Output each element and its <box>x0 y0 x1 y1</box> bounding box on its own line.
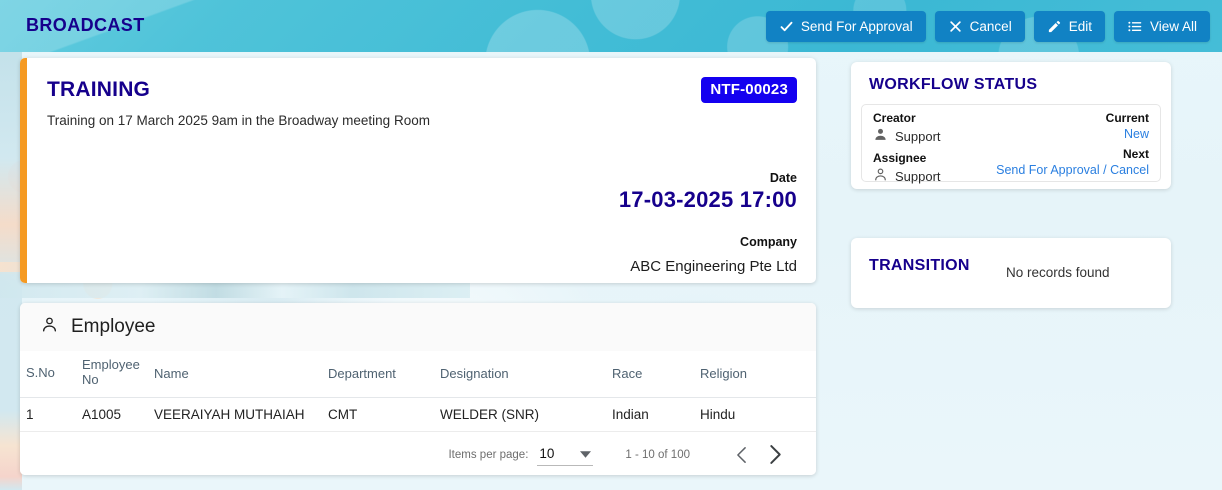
workflow-status-card: WORKFLOW STATUS Creator Support Assignee… <box>851 62 1171 189</box>
header-action-buttons: Send For Approval Cancel Edit View All <box>765 11 1210 42</box>
creator-value: Support <box>895 128 941 144</box>
current-label: Current <box>1105 111 1149 125</box>
close-icon <box>948 19 963 34</box>
transition-empty-text: No records found <box>1006 265 1110 280</box>
edit-button[interactable]: Edit <box>1033 11 1105 42</box>
cell-designation: WELDER (SNR) <box>434 397 606 432</box>
table-paginator: Items per page: 10 1 - 10 of 100 <box>20 431 816 475</box>
check-icon <box>779 19 794 34</box>
user-outline-icon <box>873 167 888 185</box>
record-description: Training on 17 March 2025 9am in the Bro… <box>47 113 430 128</box>
cell-employee-no: A1005 <box>76 397 148 432</box>
items-per-page-value: 10 <box>539 446 555 461</box>
cell-religion: Hindu <box>694 397 816 432</box>
background-left-band <box>0 48 22 490</box>
items-per-page-label: Items per page: <box>448 448 529 461</box>
creator-label: Creator <box>873 111 916 125</box>
next-page-button[interactable] <box>758 438 792 472</box>
workflow-right-column: Current New Next Send For Approval / Can… <box>996 111 1149 183</box>
previous-page-button[interactable] <box>724 438 758 472</box>
date-value: 17-03-2025 17:00 <box>618 187 797 212</box>
employee-section-title: Employee <box>71 316 156 337</box>
list-icon <box>1127 19 1143 34</box>
workflow-status-body: Creator Support Assignee Support Current <box>861 104 1161 184</box>
user-filled-icon <box>873 127 888 145</box>
creator-value-row: Support <box>873 127 941 145</box>
column-header-designation[interactable]: Designation <box>434 351 606 398</box>
person-icon <box>40 315 59 339</box>
broadcast-record-card: TRAINING Training on 17 March 2025 9am i… <box>20 58 816 283</box>
page-range-label: 1 - 10 of 100 <box>625 448 690 461</box>
column-header-race[interactable]: Race <box>606 351 694 398</box>
column-header-department[interactable]: Department <box>322 351 434 398</box>
workflow-status-title: WORKFLOW STATUS <box>869 76 1038 93</box>
table-row[interactable]: 1 A1005 VEERAIYAH MUTHAIAH CMT WELDER (S… <box>20 397 816 432</box>
top-app-bar: BROADCAST Send For Approval Cancel Edit <box>0 0 1222 52</box>
next-value[interactable]: Send For Approval / Cancel <box>996 163 1149 177</box>
column-header-name[interactable]: Name <box>148 351 322 398</box>
items-per-page-select[interactable]: 10 <box>537 444 594 466</box>
company-label: Company <box>740 235 797 249</box>
assignee-label: Assignee <box>873 151 927 165</box>
view-all-button[interactable]: View All <box>1113 11 1210 42</box>
column-header-religion[interactable]: Religion <box>694 351 816 398</box>
cell-sno: 1 <box>20 397 76 432</box>
chevron-down-icon <box>580 445 592 463</box>
cell-department: CMT <box>322 397 434 432</box>
next-label: Next <box>1122 147 1149 161</box>
company-value: ABC Engineering Pte Ltd <box>630 258 797 275</box>
pencil-icon <box>1047 19 1062 34</box>
employee-card-header: Employee <box>20 303 816 351</box>
app-brand-title: BROADCAST <box>26 15 145 35</box>
transition-card: TRANSITION No records found <box>851 238 1171 308</box>
workflow-left-column: Creator Support Assignee Support <box>873 111 941 191</box>
date-label: Date <box>769 171 797 185</box>
employee-card: Employee S.No Employee No Name Departmen… <box>20 303 816 475</box>
send-for-approval-button[interactable]: Send For Approval <box>765 11 926 42</box>
record-reference-badge: NTF-00023 <box>701 77 797 103</box>
cell-race: Indian <box>606 397 694 432</box>
assignee-value: Support <box>895 168 941 184</box>
cell-name: VEERAIYAH MUTHAIAH <box>148 397 322 432</box>
transition-title: TRANSITION <box>869 257 970 274</box>
card-accent-bar <box>20 58 27 283</box>
send-for-approval-label: Send For Approval <box>800 19 913 34</box>
edit-label: Edit <box>1068 19 1092 34</box>
record-title: TRAINING <box>47 78 151 101</box>
view-all-label: View All <box>1149 19 1197 34</box>
cancel-label: Cancel <box>969 19 1012 34</box>
column-header-sno[interactable]: S.No <box>20 351 76 398</box>
column-header-employee-no[interactable]: Employee No <box>76 351 148 398</box>
table-header-row: S.No Employee No Name Department Designa… <box>20 351 816 398</box>
assignee-value-row: Support <box>873 167 941 185</box>
current-value[interactable]: New <box>1123 127 1149 141</box>
cancel-button[interactable]: Cancel <box>934 11 1025 42</box>
employee-table: S.No Employee No Name Department Designa… <box>20 351 816 432</box>
